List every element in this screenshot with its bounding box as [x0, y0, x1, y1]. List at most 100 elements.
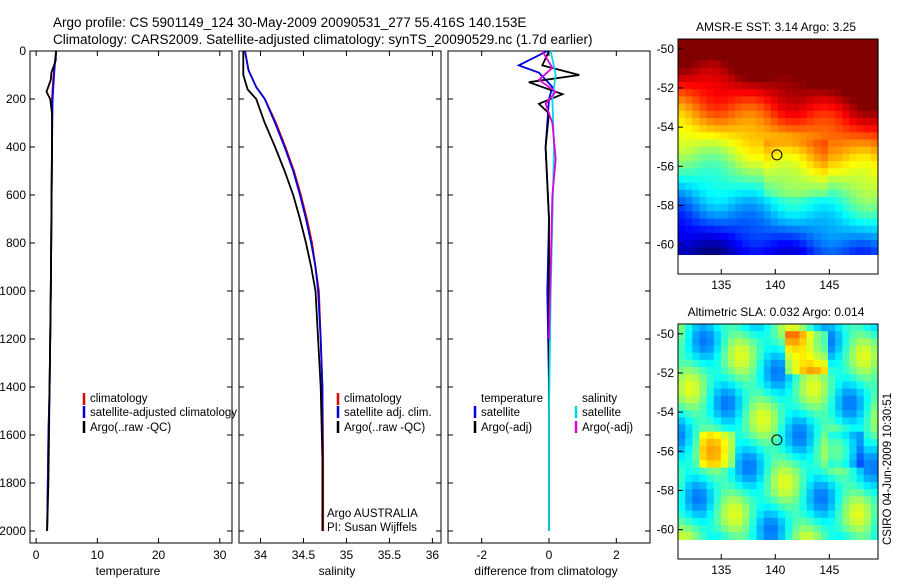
heatmap-cell	[756, 374, 765, 383]
heatmap-cell	[842, 446, 851, 454]
heatmap-cell	[706, 82, 715, 90]
heatmap-cell	[835, 489, 843, 497]
heatmap-cell	[856, 489, 865, 497]
heatmap-cell	[785, 39, 793, 47]
heatmap-cell	[742, 232, 751, 241]
heatmap-cell	[742, 247, 751, 256]
heatmap-cell	[749, 338, 758, 347]
sla-map: Altimetric SLA: 0.032 Argo: 0.014 -50-52…	[657, 305, 879, 577]
heatmap-cell	[706, 352, 715, 361]
heatmap-cell	[678, 146, 686, 155]
heatmap-cell	[742, 446, 751, 454]
heatmap-cell	[870, 153, 879, 162]
heatmap-cell	[735, 532, 743, 541]
heatmap-cell	[713, 431, 722, 440]
heatmap-cell	[820, 175, 829, 184]
heatmap-cell	[728, 89, 736, 98]
heatmap-cell	[706, 232, 715, 241]
heatmap-cell	[799, 338, 808, 347]
heatmap-cell	[835, 225, 843, 234]
heatmap-cell	[685, 125, 693, 133]
heatmap-cell	[863, 424, 872, 433]
heatmap-cell	[806, 410, 815, 418]
heatmap-cell	[849, 196, 858, 205]
heatmap-cell	[813, 374, 822, 383]
heatmap-cell	[742, 517, 751, 526]
heatmap-cell	[870, 446, 879, 454]
heatmap-cell	[835, 460, 843, 469]
heatmap-cell	[778, 345, 786, 354]
sla-axes-box	[677, 323, 879, 560]
heatmap-cell	[685, 204, 693, 212]
heatmap-cell	[706, 189, 715, 198]
heatmap-cell	[735, 446, 743, 454]
heatmap-cell	[749, 324, 758, 332]
heatmap-cell	[835, 474, 843, 483]
heatmap-cell	[706, 240, 715, 248]
heatmap-cell	[842, 82, 851, 90]
heatmap-cell	[770, 532, 779, 541]
heatmap-cell	[856, 189, 865, 198]
heatmap-cell	[706, 175, 715, 184]
heatmap-cell	[785, 60, 793, 69]
heatmap-cell	[699, 225, 708, 234]
heatmap-cell	[828, 232, 836, 241]
heatmap-cell	[756, 431, 765, 440]
heatmap-cell	[720, 225, 729, 234]
heatmap-cell	[813, 146, 822, 155]
heatmap-cell	[863, 132, 872, 141]
heatmap-cell	[720, 89, 729, 98]
heatmap-cell	[728, 67, 736, 76]
heatmap-cell	[749, 467, 758, 476]
heatmap-cell	[749, 139, 758, 148]
heatmap-cell	[806, 331, 815, 339]
heatmap-cell	[778, 139, 786, 148]
heatmap-cell	[856, 474, 865, 483]
heatmap-cell	[849, 453, 858, 462]
heatmap-cell	[842, 67, 851, 76]
heatmap-cell	[685, 460, 693, 469]
heatmap-cell	[735, 53, 743, 62]
heatmap-cell	[806, 240, 815, 248]
heatmap-cell	[785, 481, 793, 490]
heatmap-cell	[828, 481, 836, 490]
legend-temperature-title: temperature	[481, 393, 543, 405]
heatmap-cell	[735, 139, 743, 148]
xtick-label: 135	[711, 563, 731, 577]
legend-temp-argo: Argo(-adj)	[481, 422, 532, 434]
heatmap-cell	[770, 474, 779, 483]
heatmap-cell	[813, 489, 822, 497]
heatmap-cell	[813, 453, 822, 462]
heatmap-cell	[842, 338, 851, 347]
heatmap-cell	[699, 460, 708, 469]
heatmap-cell	[678, 218, 686, 227]
difference-yticks	[448, 50, 650, 532]
heatmap-cell	[842, 517, 851, 526]
heatmap-cell	[692, 146, 701, 155]
heatmap-cell	[706, 146, 715, 155]
heatmap-cell	[713, 324, 722, 332]
heatmap-cell	[856, 338, 865, 347]
ytick-label: -56	[657, 444, 675, 458]
heatmap-cell	[778, 503, 786, 512]
heatmap-cell	[870, 196, 879, 205]
heatmap-cell	[785, 117, 793, 126]
heatmap-cell	[749, 352, 758, 361]
heatmap-cell	[699, 196, 708, 205]
heatmap-cell	[699, 438, 708, 447]
heatmap-cell	[799, 125, 808, 133]
heatmap-cell	[842, 225, 851, 234]
heatmap-cell	[792, 438, 801, 447]
heatmap-cell	[763, 446, 772, 454]
heatmap-cell	[842, 161, 851, 169]
heatmap-cell	[792, 182, 801, 191]
heatmap-cell	[749, 424, 758, 433]
heatmap-cell	[713, 359, 722, 368]
heatmap-cell	[799, 431, 808, 440]
heatmap-cell	[792, 345, 801, 354]
heatmap-cell	[763, 168, 772, 177]
heatmap-cell	[699, 125, 708, 133]
heatmap-cell	[849, 517, 858, 526]
heatmap-cell	[770, 232, 779, 241]
heatmap-cell	[735, 175, 743, 184]
